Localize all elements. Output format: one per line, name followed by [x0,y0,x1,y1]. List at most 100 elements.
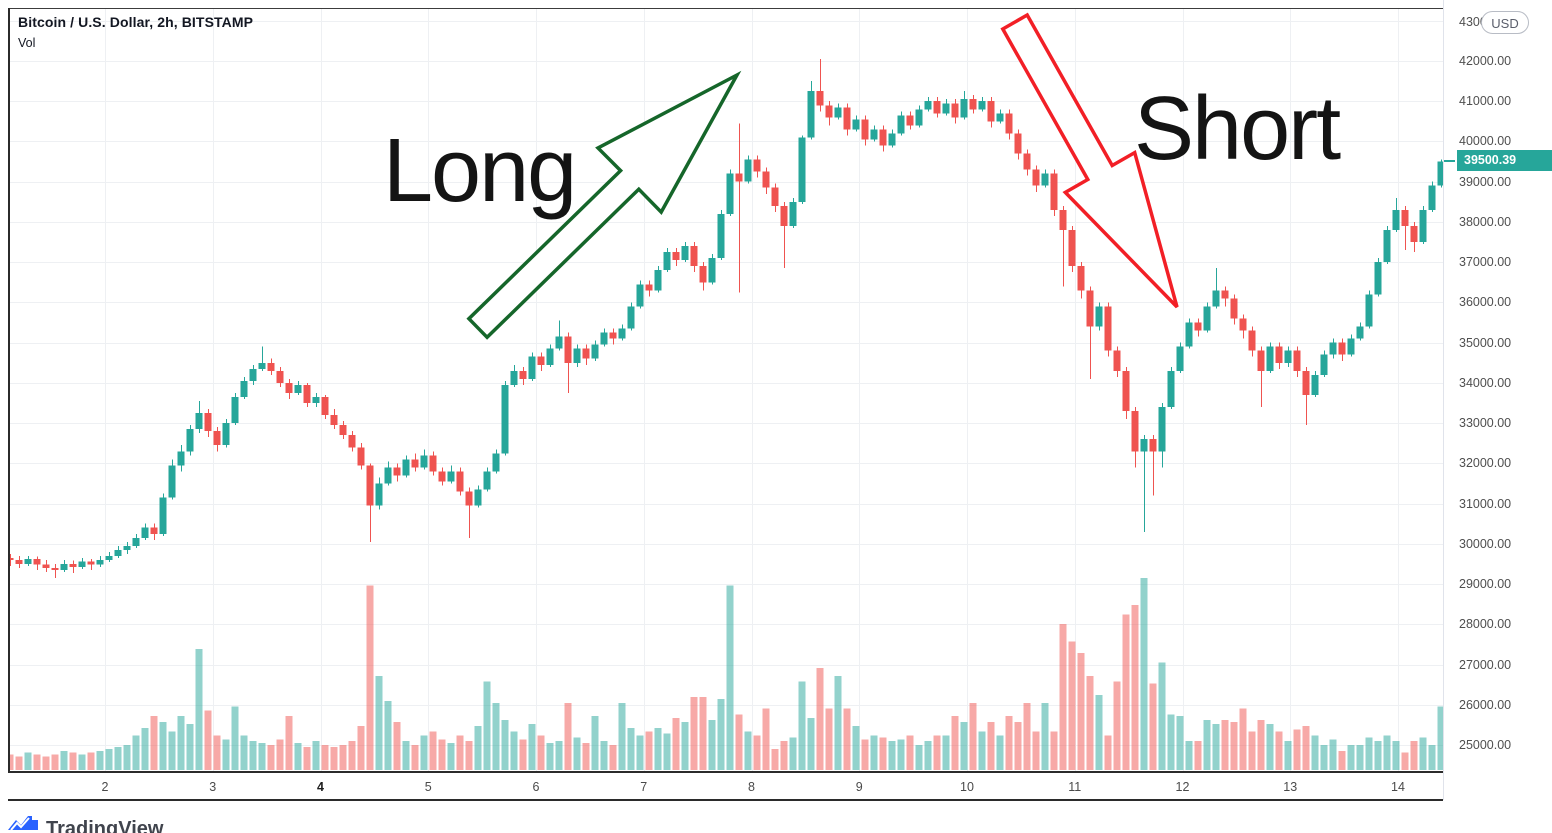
candle-body [294,384,302,393]
candle-body [1293,350,1301,371]
candle-body [1437,161,1443,186]
volume-bar [573,737,581,770]
volume-bar [1338,750,1346,770]
time-axis-label: 3 [209,780,217,794]
candle-body [213,431,221,446]
candle-body [87,561,95,565]
candle-body [555,336,563,349]
candle-body [285,382,293,393]
annotation-arrows [466,12,1179,340]
candle-body [1203,306,1211,331]
volume-bar [1068,641,1076,770]
plot-border-bottom [8,771,1443,773]
candle-body [879,129,887,146]
candle-body [843,107,851,130]
candle-body [663,252,671,271]
candle-body [690,246,698,267]
volume-bar [78,754,86,770]
volume-bar [546,743,554,770]
volume-bar [186,723,194,770]
price-axis-label: 30000.00 [1459,536,1512,551]
volume-bar [1230,722,1238,770]
currency-toggle-usd[interactable]: USD [1481,11,1529,34]
volume-bar [816,668,824,770]
candle-body [1194,322,1202,331]
candle-body [60,563,68,570]
candle-body [834,107,842,118]
candlestick-series [8,58,1443,579]
time-axis-label: 6 [532,780,540,794]
volume-bar [969,702,977,770]
volume-bar [1086,675,1094,770]
candle-body [312,396,320,404]
volume-bar [717,698,725,770]
candle-body [1356,326,1364,339]
volume-bar [1266,723,1274,770]
candle-body [816,91,824,106]
volume-bar [1302,725,1310,770]
volume-bar [609,745,617,770]
price-axis-label: 27000.00 [1459,657,1512,672]
volume-bar [249,741,257,770]
candle-body [402,459,410,476]
volume-bar [60,750,68,770]
volume-bar [447,743,455,770]
candle-body [789,201,797,226]
candle-body [807,91,815,138]
candle-body [717,213,725,259]
candle-body [1338,342,1346,355]
volume-bar [1005,716,1013,770]
candle-body [15,559,23,564]
candle-body [1158,407,1166,452]
candle-body [1113,350,1121,371]
candle-body [276,370,284,383]
volume-bar [114,746,122,770]
volume-bar [663,733,671,770]
volume-bar [1113,681,1121,770]
volume-bar [852,725,860,770]
candle-body [825,105,833,118]
candle-body [744,159,752,182]
volume-bar [303,746,311,770]
symbol-title: Bitcoin / U.S. Dollar, 2h, BITSTAMP [18,14,254,30]
candle-body [1185,322,1193,347]
volume-bar [33,754,41,770]
volume-bar [834,675,842,770]
candle-body [393,467,401,476]
tradingview-logo[interactable]: TradingView [8,816,163,833]
short-annotation-text: Short [1134,79,1341,179]
volume-bar [366,585,374,770]
volume-bar [1050,731,1058,770]
candle-body [645,284,653,291]
volume-bar [555,741,563,770]
volume-bar [24,752,32,770]
candle-body [564,336,572,363]
candle-body [609,332,617,339]
volume-bar [789,737,797,770]
volume-bar [510,731,518,770]
volume-bar [897,739,905,770]
time-axis-label: 2 [101,780,109,794]
candle-body [969,99,977,110]
candle-body [96,559,104,565]
volume-bar [1122,614,1130,770]
volume-bar [699,697,707,770]
candle-body [1311,374,1319,395]
price-axis-label: 36000.00 [1459,295,1512,310]
candle-body [627,306,635,329]
candle-body [978,101,986,110]
volume-bar [1185,741,1193,770]
candle-body [1086,290,1094,327]
volume-bar [1023,702,1031,770]
time-axis-label: 10 [960,780,974,794]
price-axis-label: 29000.00 [1459,577,1512,592]
candle-body [1401,209,1409,226]
volume-bar [861,739,869,770]
volume-bar [1347,745,1355,770]
price-axis-label: 32000.00 [1459,456,1512,471]
volume-bar [1131,604,1139,770]
candle-body [384,467,392,484]
volume-bar [762,708,770,770]
plot-border-top [8,8,1443,9]
